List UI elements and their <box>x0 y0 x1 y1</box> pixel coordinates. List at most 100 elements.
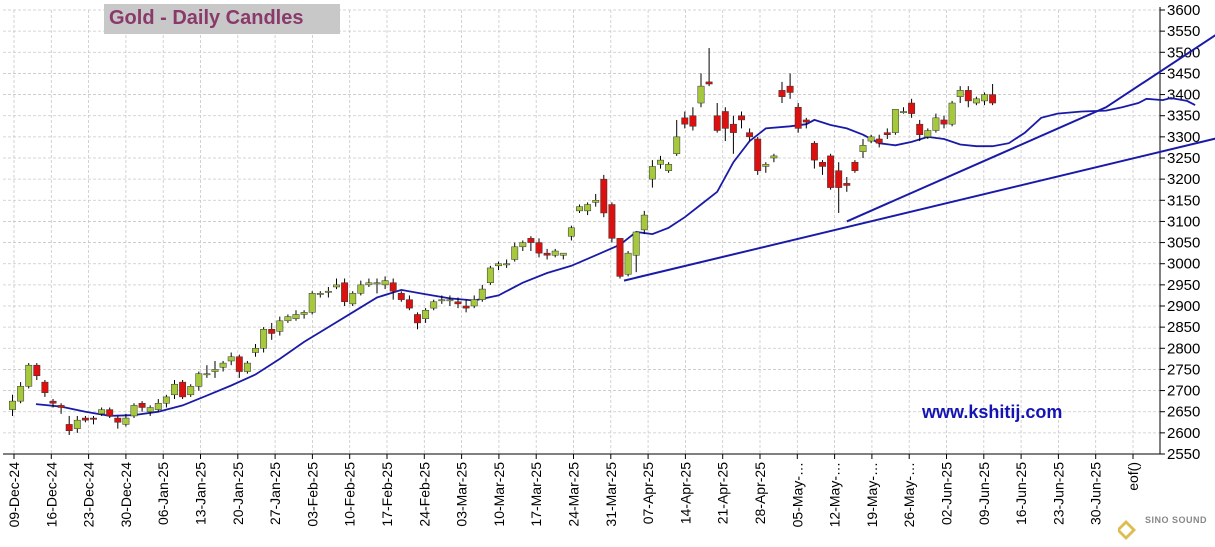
y-tick-label: 3600 <box>1167 2 1200 19</box>
candle-body <box>940 119 948 125</box>
x-tick-label: 13-Jan-25 <box>193 462 209 525</box>
candle-body <box>648 166 656 180</box>
candle <box>721 107 729 142</box>
candle <box>640 210 648 235</box>
candle <box>478 284 486 302</box>
candle <box>446 295 454 306</box>
candle-body <box>819 161 826 167</box>
candle-body <box>122 417 130 425</box>
candle <box>41 380 49 397</box>
title-background <box>104 4 340 34</box>
x-tick-label: 23-Jun-25 <box>1050 462 1066 525</box>
candle <box>592 193 600 207</box>
candle <box>851 160 859 173</box>
candle <box>981 92 988 106</box>
candle <box>778 81 786 104</box>
candle <box>810 141 818 169</box>
candle-body <box>41 381 49 393</box>
candle <box>235 354 243 378</box>
candle-body <box>729 123 737 133</box>
candle <box>227 352 235 366</box>
candle-body <box>252 348 259 353</box>
candle-body <box>357 284 365 294</box>
candle-body <box>827 155 835 188</box>
candle <box>940 115 948 129</box>
candle-body <box>875 138 883 144</box>
candle <box>122 413 130 427</box>
candle <box>252 344 259 357</box>
candle <box>114 415 122 429</box>
candle-body <box>414 314 421 324</box>
candle-body <box>624 252 632 275</box>
candle <box>956 86 964 104</box>
x-tick-label: 17-Feb-25 <box>379 462 395 527</box>
candle <box>138 401 146 412</box>
candle-body <box>673 136 681 155</box>
x-tick-label: 03-Mar-25 <box>454 462 470 527</box>
candle <box>171 380 178 400</box>
candle-body <box>187 386 195 396</box>
candle-body <box>389 282 397 292</box>
candle <box>924 128 932 139</box>
candle <box>462 299 470 313</box>
candle <box>203 365 211 378</box>
candle <box>195 371 203 391</box>
candle-body <box>292 314 300 319</box>
candle <box>308 291 316 315</box>
candle <box>916 119 924 142</box>
candle-body <box>754 138 762 171</box>
candle <box>260 327 268 353</box>
candle <box>859 138 867 158</box>
candle-body <box>397 293 405 300</box>
candle-body <box>438 299 446 302</box>
candle <box>786 73 794 99</box>
candle <box>211 360 219 378</box>
candle-body <box>333 284 340 288</box>
candle-body <box>162 396 170 404</box>
candle <box>875 134 883 148</box>
x-tick-label: 10-Mar-25 <box>491 462 507 527</box>
x-tick-label: 06-Jan-25 <box>155 462 171 525</box>
y-tick-label: 3250 <box>1167 150 1200 167</box>
candle-body <box>365 282 373 286</box>
candle-body <box>300 312 308 315</box>
candle <box>989 84 997 106</box>
candle-body <box>90 417 97 420</box>
candle <box>503 259 511 268</box>
candle <box>908 98 916 118</box>
candle-body <box>616 238 624 277</box>
candle <box>527 236 535 252</box>
candle-body <box>592 200 600 203</box>
candle-body <box>17 386 25 402</box>
candle-body <box>130 405 138 417</box>
candle-body <box>924 130 932 138</box>
candle-body <box>405 299 413 309</box>
candle <box>900 107 907 114</box>
candle <box>397 291 405 302</box>
x-tick-label: 02-Jun-25 <box>939 462 955 525</box>
candle-body <box>25 364 33 387</box>
trendline <box>623 137 1215 282</box>
candle <box>381 276 389 290</box>
candle-body <box>154 403 162 410</box>
candle-body <box>114 417 122 423</box>
candle-body <box>146 407 154 412</box>
y-tick-label: 2800 <box>1167 340 1200 357</box>
y-tick-label: 3350 <box>1167 108 1200 125</box>
candle-body <box>381 280 389 286</box>
candle-body <box>33 364 41 377</box>
candle <box>964 86 972 108</box>
x-tick-label: 17-Mar-25 <box>528 462 544 527</box>
candle <box>705 48 713 87</box>
candle <box>219 360 227 372</box>
candle-body <box>57 405 65 408</box>
trendlines <box>623 34 1215 282</box>
candle <box>405 295 413 311</box>
candle-body <box>713 115 721 131</box>
candle <box>762 162 770 173</box>
candle <box>73 415 81 433</box>
candle-body <box>422 309 430 319</box>
candle <box>333 278 340 290</box>
candle <box>697 73 705 108</box>
candle-body <box>916 123 924 135</box>
